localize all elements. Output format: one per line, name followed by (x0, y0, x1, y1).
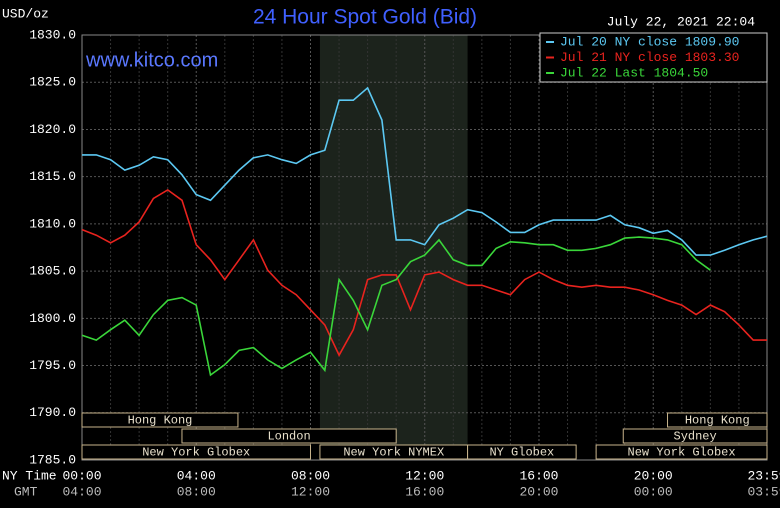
x-tick-label: 08:00 (291, 468, 330, 483)
x2-tick-label: 03:59 (747, 484, 780, 499)
session-bar (622, 428, 768, 444)
x2-axis-label: GMT (14, 484, 38, 499)
x2-tick-label: 00:00 (634, 484, 673, 499)
session-bar (181, 428, 397, 444)
plot-frame (81, 34, 768, 461)
session-label: New York NYMEX (343, 446, 444, 460)
x2-tick-label: 20:00 (519, 484, 558, 499)
y-tick-label: 1805.0 (29, 264, 76, 279)
session-bar (667, 412, 768, 428)
session-bar (467, 444, 577, 460)
series-line (81, 188, 767, 357)
session-label: New York Globex (142, 446, 250, 460)
series-line (82, 86, 768, 256)
session-label: Sydney (674, 430, 717, 444)
session-label: New York Globex (628, 446, 736, 460)
session-bar (81, 444, 311, 460)
legend-label: Jul 20 NY close 1809.90 (560, 34, 739, 49)
session-bar (595, 444, 768, 460)
legend-label: Jul 22 Last 1804.50 (560, 65, 708, 80)
x2-tick-label: 12:00 (291, 484, 330, 499)
x-tick-label: 04:00 (177, 468, 216, 483)
y-tick-label: 1815.0 (29, 169, 76, 184)
session-label: London (267, 430, 310, 444)
session-label: Hong Kong (128, 414, 193, 428)
x2-tick-label: 16:00 (405, 484, 444, 499)
x2-tick-label: 08:00 (177, 484, 216, 499)
y-axis-label: USD/oz (2, 6, 49, 21)
chart-title: 24 Hour Spot Gold (Bid) (253, 6, 477, 29)
x-axis-label: NY Time (2, 468, 57, 483)
y-tick-label: 1785.0 (29, 452, 76, 467)
x2-tick-label: 04:00 (62, 484, 101, 499)
highlight-band (319, 35, 468, 460)
session-bar (81, 412, 239, 428)
legend-label: Jul 21 NY close 1803.30 (560, 50, 739, 65)
y-tick-label: 1795.0 (29, 358, 76, 373)
y-tick-label: 1830.0 (29, 27, 76, 42)
session-label: Hong Kong (685, 414, 750, 428)
y-tick-label: 1800.0 (29, 311, 76, 326)
x-tick-label: 23:59 (747, 468, 780, 483)
y-tick-label: 1820.0 (29, 122, 76, 137)
x-tick-label: 16:00 (519, 468, 558, 483)
subtitle: www.kitco.com (85, 49, 218, 71)
legend-box (539, 32, 768, 83)
x-tick-label: 12:00 (405, 468, 444, 483)
series-line (81, 236, 711, 377)
y-tick-label: 1810.0 (29, 216, 76, 231)
session-label: NY Globex (489, 446, 554, 460)
timestamp: July 22, 2021 22:04 (607, 14, 755, 29)
y-tick-label: 1825.0 (29, 75, 76, 90)
x-tick-label: 00:00 (62, 468, 101, 483)
y-tick-label: 1790.0 (29, 405, 76, 420)
x-tick-label: 20:00 (634, 468, 673, 483)
